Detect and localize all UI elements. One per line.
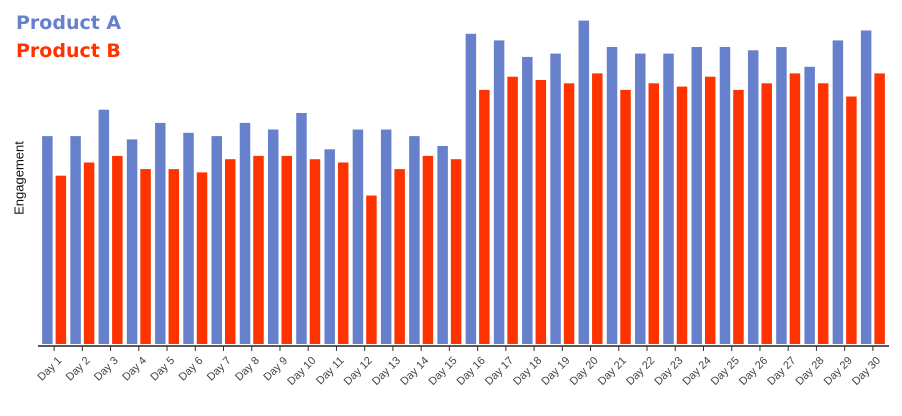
bar-product-b-day-26 (761, 83, 772, 345)
x-tick-label: Day 15 (426, 355, 459, 388)
x-tick-label: Day 21 (596, 355, 629, 388)
x-tick-label: Day 2 (64, 355, 93, 384)
x-tick-label: Day 12 (342, 355, 375, 388)
bar-product-a-day-20 (578, 20, 590, 344)
bar-product-b-day-14 (422, 155, 434, 344)
bar-product-b-day-21 (620, 89, 631, 345)
bar-product-b-day-27 (789, 73, 801, 345)
x-tick-label: Day 3 (92, 355, 121, 384)
bar-product-b-day-22 (648, 83, 660, 345)
x-tick-label: Day 14 (398, 355, 431, 388)
bar-product-a-day-2 (70, 136, 81, 344)
x-tick-label: Day 1 (36, 355, 65, 384)
x-tick-label: Day 11 (314, 355, 347, 388)
bar-product-a-day-24 (691, 47, 702, 344)
legend-entry-product-a: Product A (16, 12, 122, 34)
bar-product-a-day-26 (747, 50, 759, 345)
bar-product-b-day-11 (337, 162, 349, 344)
bar-product-a-day-19 (550, 53, 561, 344)
x-tick-label: Day 26 (737, 355, 770, 388)
bar-product-a-day-17 (493, 40, 505, 345)
bar-product-a-day-28 (804, 66, 815, 345)
x-tick-label: Day 28 (794, 355, 827, 388)
x-tick-label: Day 5 (148, 355, 177, 384)
bar-product-b-day-28 (817, 83, 829, 345)
x-tick-label: Day 17 (483, 355, 516, 388)
bar-product-b-day-15 (450, 159, 462, 344)
x-tick-label: Day 4 (120, 355, 149, 384)
x-tick-label: Day 24 (681, 355, 714, 388)
x-tick-label: Day 29 (822, 355, 855, 388)
bar-product-a-day-6 (183, 132, 194, 344)
x-tick-label: Day 22 (624, 355, 657, 388)
bar-product-b-day-18 (535, 80, 547, 344)
bar-product-b-day-25 (733, 89, 744, 345)
bar-product-a-day-25 (719, 47, 731, 344)
bar-product-b-day-30 (874, 73, 885, 345)
bar-product-b-day-16 (479, 89, 490, 345)
bar-product-a-day-27 (776, 47, 787, 344)
bar-product-b-day-7 (225, 159, 236, 344)
x-tick-label: Day 23 (652, 355, 685, 388)
bar-product-b-day-10 (309, 159, 321, 344)
x-tick-label: Day 30 (850, 355, 883, 388)
x-tick-label: Day 7 (205, 355, 234, 384)
bars-group (42, 20, 885, 345)
x-tick-label: Day 13 (370, 355, 403, 388)
bar-product-b-day-6 (196, 172, 208, 344)
bar-product-b-day-20 (592, 73, 603, 345)
bar-product-a-day-7 (211, 136, 223, 344)
x-tick-label: Day 20 (568, 355, 601, 388)
bar-product-b-day-24 (704, 76, 716, 344)
bar-product-a-day-13 (380, 129, 392, 344)
bar-product-a-day-16 (465, 33, 477, 345)
bar-product-a-day-12 (352, 129, 364, 344)
x-tick-label: Day 19 (539, 355, 572, 388)
bar-product-a-day-30 (860, 30, 872, 344)
bar-product-a-day-1 (42, 136, 53, 344)
bar-product-b-day-19 (563, 83, 575, 345)
bar-product-a-day-21 (606, 47, 618, 344)
bar-product-a-day-15 (437, 146, 448, 344)
bar-product-a-day-22 (635, 53, 646, 344)
bar-product-a-day-10 (296, 113, 307, 344)
bar-product-a-day-3 (98, 109, 110, 344)
bar-product-b-day-2 (83, 162, 95, 344)
bar-product-b-day-12 (366, 195, 377, 344)
bar-product-b-day-23 (676, 86, 688, 344)
bar-product-a-day-8 (239, 122, 251, 345)
bar-product-b-day-3 (112, 155, 123, 344)
x-tick-label: Day 6 (177, 355, 206, 384)
bar-product-b-day-5 (168, 169, 180, 344)
bar-product-b-day-17 (507, 76, 518, 344)
bar-product-b-day-8 (253, 155, 264, 344)
bar-product-b-day-29 (846, 96, 857, 344)
bar-product-b-day-4 (140, 169, 151, 344)
bar-product-a-day-18 (522, 56, 533, 345)
bar-product-a-day-5 (155, 122, 166, 345)
bar-product-a-day-29 (832, 40, 844, 345)
legend-entry-product-b: Product B (16, 40, 121, 62)
bar-product-a-day-11 (324, 149, 335, 344)
bar-product-b-day-1 (55, 175, 67, 344)
x-tick-label: Day 8 (233, 355, 262, 384)
bar-product-b-day-13 (394, 169, 405, 344)
x-tick-label: Day 27 (765, 355, 798, 388)
x-tick-label: Day 16 (455, 355, 488, 388)
x-tick-label: Day 10 (285, 355, 318, 388)
x-tick-label: Day 25 (709, 355, 742, 388)
x-ticks-group: Day 1 Day 2 Day 3 Day 4 Day 5 Day 6 Day 7 Day 8… (36, 346, 883, 388)
bar-product-a-day-4 (126, 139, 138, 344)
bar-product-a-day-23 (663, 53, 674, 344)
bar-product-a-day-9 (267, 129, 279, 344)
x-tick-label: Day 18 (511, 355, 544, 388)
bar-product-b-day-9 (281, 155, 292, 344)
bar-product-a-day-14 (409, 136, 420, 344)
